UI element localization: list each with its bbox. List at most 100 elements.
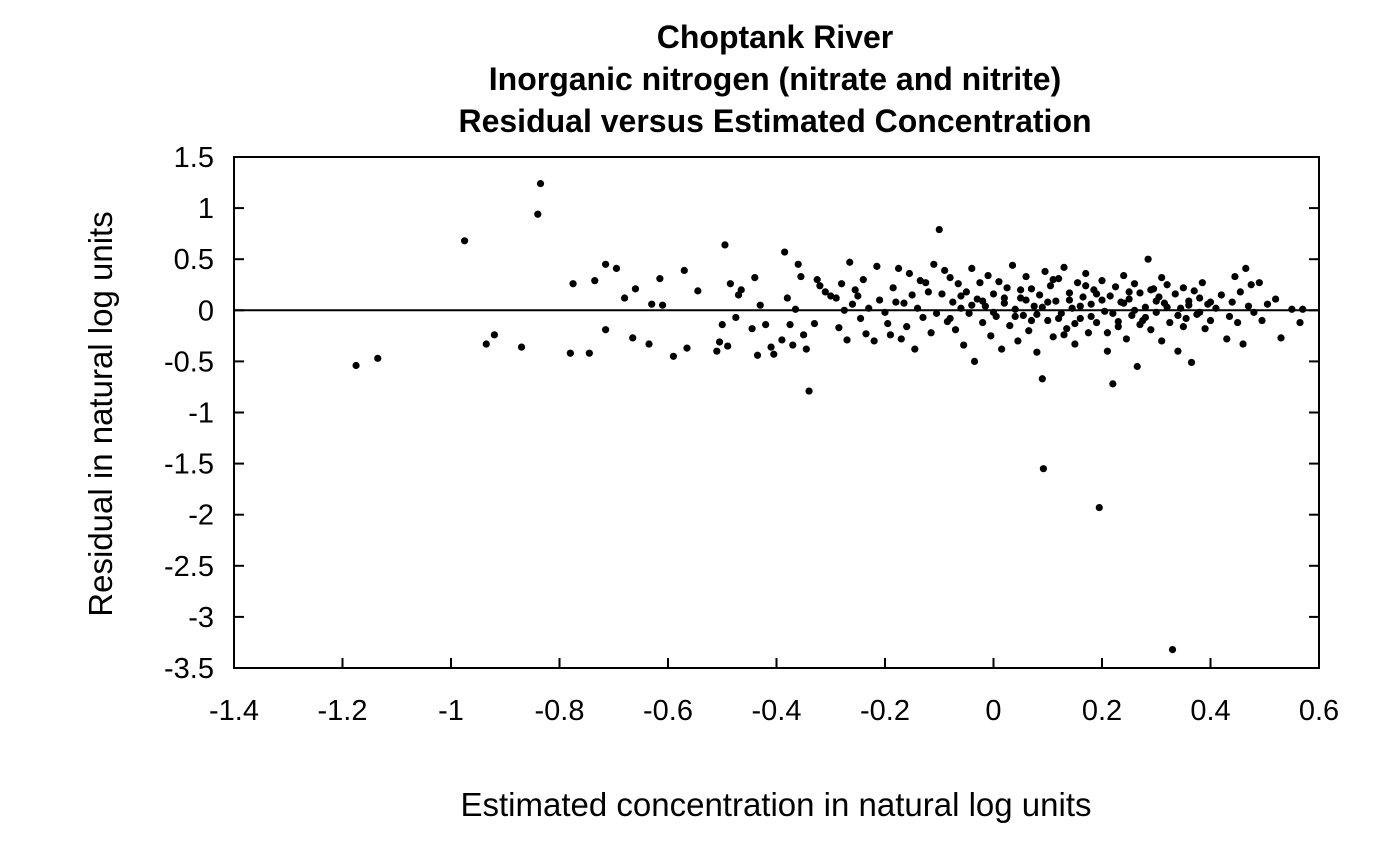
data-point — [789, 341, 797, 349]
data-point — [911, 345, 919, 353]
y-tick-label: 0.5 — [174, 244, 214, 276]
title-line-1: Choptank River — [657, 19, 893, 55]
data-point — [591, 277, 599, 285]
y-tick-label: 1 — [198, 193, 214, 225]
data-point — [1187, 358, 1196, 367]
data-point — [658, 301, 667, 309]
data-point — [718, 321, 726, 329]
x-tick-label: 0.2 — [1082, 695, 1122, 727]
data-point — [1120, 271, 1128, 280]
data-point — [930, 260, 938, 268]
data-point — [989, 308, 998, 316]
data-point — [1163, 281, 1171, 289]
data-point — [1258, 316, 1266, 325]
data-point — [1130, 280, 1139, 288]
data-point — [612, 264, 621, 272]
data-point — [1263, 300, 1272, 308]
data-point — [1158, 273, 1166, 282]
data-point — [602, 326, 610, 334]
data-point — [1179, 323, 1187, 331]
data-point — [1114, 317, 1122, 326]
data-point — [1036, 291, 1044, 299]
data-point — [1190, 287, 1198, 295]
data-point — [621, 294, 629, 302]
data-point — [1288, 305, 1296, 313]
data-point — [694, 287, 702, 295]
data-point — [536, 179, 545, 188]
data-point — [1109, 380, 1117, 388]
data-point — [962, 288, 970, 296]
data-point — [970, 357, 979, 365]
data-point — [1174, 311, 1182, 320]
data-point — [1141, 313, 1149, 322]
data-point — [751, 273, 759, 282]
data-point — [838, 280, 846, 288]
data-point — [781, 248, 789, 256]
data-point — [897, 335, 905, 343]
data-point — [889, 284, 897, 292]
data-point — [1098, 296, 1106, 304]
data-point — [1000, 294, 1008, 302]
data-point — [821, 288, 829, 296]
data-point — [848, 300, 857, 308]
data-point — [1212, 304, 1220, 312]
data-point — [900, 299, 908, 307]
data-point — [851, 286, 859, 294]
data-point — [753, 351, 762, 359]
data-point — [1079, 293, 1087, 301]
data-point — [894, 264, 903, 272]
data-point — [1147, 326, 1155, 334]
data-point — [1242, 264, 1250, 272]
data-point — [1033, 348, 1041, 356]
data-point — [1136, 321, 1144, 329]
data-point — [954, 280, 962, 288]
data-point — [827, 292, 835, 300]
data-point — [995, 278, 1003, 286]
data-point — [1038, 303, 1046, 311]
data-point — [1231, 272, 1239, 281]
data-point — [1044, 298, 1052, 306]
data-point — [924, 288, 933, 296]
data-point — [908, 291, 916, 299]
data-point — [783, 294, 791, 302]
data-point — [881, 308, 889, 316]
data-point — [1000, 299, 1008, 307]
data-point — [1185, 301, 1193, 309]
data-point — [569, 280, 577, 288]
x-tick-label: -0.4 — [752, 695, 802, 727]
x-tick-label: -1.4 — [209, 695, 259, 727]
data-point — [951, 326, 960, 334]
data-point — [1071, 319, 1079, 328]
data-point — [1087, 300, 1095, 308]
x-tick-label: 0.4 — [1190, 695, 1230, 727]
data-point — [1092, 290, 1101, 298]
data-point — [602, 260, 610, 268]
data-point — [1152, 297, 1160, 305]
data-point — [669, 352, 678, 360]
data-point — [935, 225, 943, 234]
data-point — [938, 290, 946, 298]
data-point — [1039, 465, 1048, 473]
y-axis-title: Residual in natural log units — [82, 211, 119, 616]
data-point — [1223, 335, 1231, 343]
data-point — [1130, 306, 1139, 314]
data-point — [756, 301, 764, 309]
data-point — [1198, 279, 1206, 287]
data-point — [1111, 283, 1120, 291]
data-point — [840, 306, 848, 314]
data-point — [1168, 646, 1177, 654]
data-point — [1179, 284, 1187, 292]
data-point — [1166, 318, 1174, 327]
data-point — [1109, 309, 1117, 317]
data-point — [721, 241, 729, 249]
data-point — [1141, 303, 1149, 311]
data-point — [1171, 290, 1179, 298]
data-point — [865, 304, 873, 312]
data-point — [1060, 263, 1068, 271]
data-point — [460, 237, 469, 245]
data-point — [1239, 340, 1247, 348]
data-point — [1174, 347, 1182, 355]
data-point — [791, 305, 800, 313]
data-point — [859, 276, 867, 284]
